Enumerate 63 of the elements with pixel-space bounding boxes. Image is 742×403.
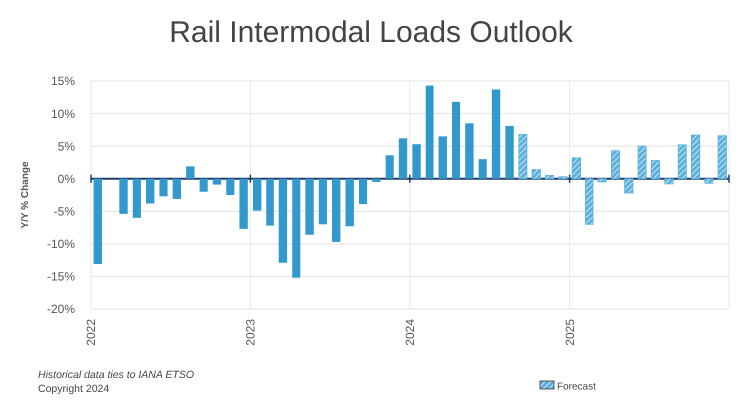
bar [532, 169, 541, 180]
x-tick-label: 2022 [84, 318, 98, 346]
bar [572, 157, 581, 180]
bar [346, 178, 354, 226]
bar [146, 178, 154, 204]
bar [119, 178, 128, 214]
bar [505, 126, 514, 179]
y-axis-title: Y/Y % Change [20, 161, 31, 229]
bar [426, 86, 434, 179]
bar [372, 178, 381, 182]
x-tick-label: 2023 [244, 318, 258, 346]
bar [492, 89, 500, 179]
y-tick-label: -5% [54, 204, 76, 218]
bar [239, 178, 248, 229]
bar [358, 178, 368, 204]
y-tick-label: -15% [46, 270, 76, 284]
y-tick-label: 15% [50, 74, 76, 88]
bar [452, 102, 460, 179]
bar [278, 178, 288, 263]
bar [159, 178, 168, 196]
bar [478, 159, 487, 179]
bar [718, 135, 727, 180]
bar [412, 144, 421, 179]
bar [518, 134, 528, 180]
x-tick-label: 2024 [402, 318, 417, 346]
bar [252, 178, 262, 211]
y-tick-label: 0% [58, 172, 76, 186]
y-tick-label: -10% [46, 237, 76, 252]
bar [386, 155, 394, 179]
bar [186, 166, 195, 179]
x-tick-label: 2025 [562, 318, 577, 346]
bar [704, 178, 714, 184]
bar [200, 178, 208, 192]
y-tick-label: 5% [58, 139, 76, 154]
bar [172, 178, 182, 199]
bar [438, 136, 447, 179]
chart-title: Rail Intermodal Loads Outlook [169, 16, 574, 49]
bar [94, 178, 102, 264]
bar [292, 178, 300, 278]
bar [545, 175, 554, 180]
text: Historical data ties to IANA ETSO [38, 369, 194, 381]
bar [624, 178, 634, 194]
bar [266, 178, 274, 226]
bar [678, 144, 687, 180]
y-tick-label: -20% [46, 302, 76, 316]
bar [585, 178, 594, 225]
bar [132, 178, 141, 218]
bar [690, 134, 700, 180]
bar [611, 150, 620, 180]
bar [398, 138, 408, 179]
bar [465, 123, 474, 179]
y-tick-label: 10% [50, 106, 76, 121]
bar [650, 160, 660, 180]
bar [638, 146, 647, 180]
text: Copyright 2024 [38, 383, 110, 395]
bar [598, 178, 607, 182]
legend-label: Forecast [557, 382, 596, 392]
bar [318, 178, 327, 224]
bar [305, 178, 314, 235]
bar [332, 178, 340, 242]
bar [664, 178, 674, 184]
bar [212, 178, 222, 185]
bar [226, 178, 234, 195]
